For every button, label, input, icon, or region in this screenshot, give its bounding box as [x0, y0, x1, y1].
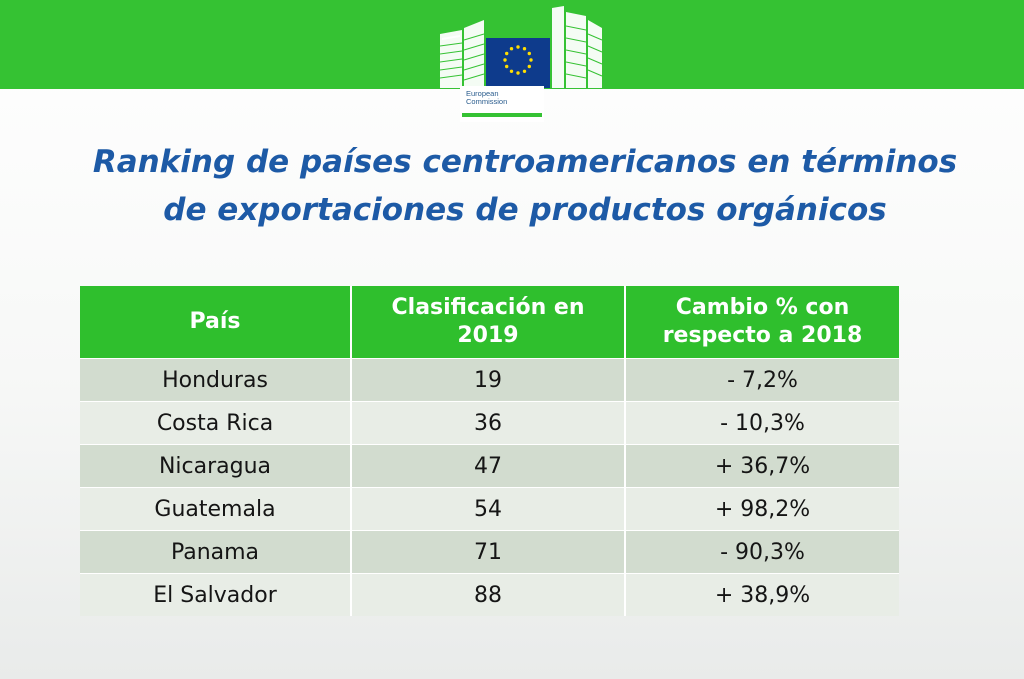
slide-title: Ranking de países centroamericanos en té…	[30, 138, 1020, 234]
cell-clasificacion: 54	[352, 487, 626, 530]
european-commission-logo: European Commission	[439, 6, 604, 122]
cell-pais: Guatemala	[80, 487, 352, 530]
cell-pais: Panama	[80, 530, 352, 573]
logo-text: European Commission	[466, 90, 507, 106]
table-row: Nicaragua 47 + 36,7%	[80, 444, 899, 487]
cell-clasificacion: 19	[352, 358, 626, 401]
table-row: El Salvador 88 + 38,9%	[80, 573, 899, 616]
header-clasificacion-line2: 2019	[457, 323, 519, 348]
cell-cambio: - 7,2%	[626, 358, 899, 401]
header-cambio-line1: Cambio % con	[675, 295, 850, 320]
cell-cambio: + 38,9%	[626, 573, 899, 616]
logo-underline	[462, 113, 542, 117]
logo-text-line1: European	[466, 89, 499, 98]
header-pais-line1: País	[189, 309, 241, 334]
cell-clasificacion: 47	[352, 444, 626, 487]
table-row: Panama 71 - 90,3%	[80, 530, 899, 573]
table-header-row: País Clasificación en 2019 Cambio % con …	[80, 286, 899, 358]
cell-cambio: - 90,3%	[626, 530, 899, 573]
slide-title-line2: de exportaciones de productos orgánicos	[163, 192, 887, 228]
eu-stars-icon	[503, 45, 533, 75]
logo-text-line2: Commission	[466, 97, 508, 106]
table-row: Guatemala 54 + 98,2%	[80, 487, 899, 530]
header-cambio: Cambio % con respecto a 2018	[626, 286, 899, 358]
cell-cambio: + 36,7%	[626, 444, 899, 487]
cell-cambio: + 98,2%	[626, 487, 899, 530]
header-cambio-line2: respecto a 2018	[662, 323, 863, 348]
slide-title-line1: Ranking de países centroamericanos en té…	[92, 144, 958, 180]
header-clasificacion: Clasificación en 2019	[352, 286, 626, 358]
ranking-table: País Clasificación en 2019 Cambio % con …	[80, 286, 899, 616]
cell-clasificacion: 88	[352, 573, 626, 616]
header-clasificacion-line1: Clasificación en	[391, 295, 585, 320]
cell-clasificacion: 36	[352, 401, 626, 444]
cell-clasificacion: 71	[352, 530, 626, 573]
cell-cambio: - 10,3%	[626, 401, 899, 444]
header-pais: País	[80, 286, 352, 358]
cell-pais: El Salvador	[80, 573, 352, 616]
table-row: Costa Rica 36 - 10,3%	[80, 401, 899, 444]
cell-pais: Nicaragua	[80, 444, 352, 487]
european-commission-building-icon	[439, 6, 603, 88]
cell-pais: Costa Rica	[80, 401, 352, 444]
table-row: Honduras 19 - 7,2%	[80, 358, 899, 401]
cell-pais: Honduras	[80, 358, 352, 401]
